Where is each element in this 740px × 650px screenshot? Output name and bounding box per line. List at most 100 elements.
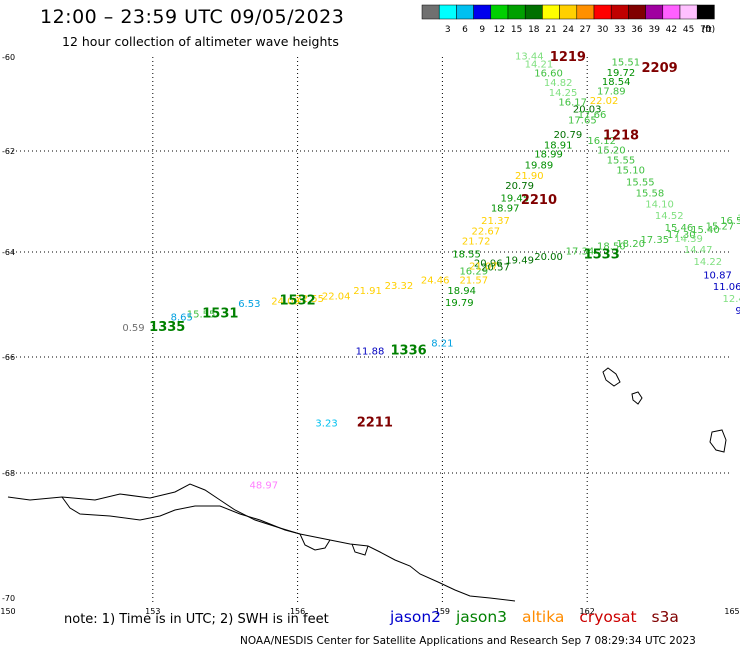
wave-height-label: 18.97 xyxy=(491,204,520,215)
coastline-bay xyxy=(351,543,369,556)
track-time-label: 1531 xyxy=(202,307,238,322)
track-time-label: 1218 xyxy=(603,128,639,143)
wave-height-label: 15.58 xyxy=(636,188,665,199)
island-outline xyxy=(709,429,727,453)
wave-height-label: 16.59 xyxy=(720,216,740,227)
colorbar-tick-label: 24 xyxy=(562,25,574,35)
wave-height-label: 14.47 xyxy=(684,245,713,256)
wave-height-label: 14.52 xyxy=(655,211,684,222)
track-time-label: 2211 xyxy=(357,416,393,431)
wave-height-label: 15.55 xyxy=(187,310,216,321)
wave-height-label: 21.91 xyxy=(353,286,382,297)
lat-tick-label: -66 xyxy=(2,353,15,362)
wave-height-label: 17.66 xyxy=(578,110,607,121)
wave-height-label: 24.09 xyxy=(271,297,300,308)
wave-height-label: 16.17 xyxy=(558,97,587,108)
wave-height-label: 21.57 xyxy=(459,276,488,287)
wave-height-label: 0.59 xyxy=(122,323,144,334)
wave-height-label: 17.30 xyxy=(667,230,696,241)
lat-tick-label: -62 xyxy=(2,147,15,156)
wave-height-label: 6.53 xyxy=(238,299,260,310)
colorbar-tick-label: 3 xyxy=(445,25,451,35)
lat-tick-label: -70 xyxy=(2,594,15,603)
wave-height-label: 12.40 xyxy=(723,294,740,305)
colorbar-swatch xyxy=(696,4,715,20)
legend-altika: altika xyxy=(522,608,565,626)
page-title: 12:00 – 23:59 UTC 09/05/2023 xyxy=(40,6,345,28)
wave-height-label: 15.10 xyxy=(616,166,645,177)
wave-height-label: 14.25 xyxy=(549,88,578,99)
lon-tick-label: 159 xyxy=(435,607,450,616)
colorbar-tick-label: 30 xyxy=(597,25,609,35)
axis-tick-labels: -60 -62 -64 -66 -68 -70 150 153 156 159 162 165 xyxy=(0,53,739,616)
colorbar-tick-label: 33 xyxy=(614,25,625,35)
colorbar-tick-label: 9 xyxy=(479,25,485,35)
lat-tick-label: -60 xyxy=(2,53,15,62)
wave-height-label: 13.44 xyxy=(515,51,544,62)
wave-height-label: 10.87 xyxy=(703,270,732,281)
track-time-label: 2209 xyxy=(642,61,678,76)
colorbar-tick-label: 12 xyxy=(494,25,505,35)
wave-height-label: 16.12 xyxy=(587,136,616,147)
wave-height-label: 19.45 xyxy=(500,194,529,205)
wave-height-label: 15.40 xyxy=(691,225,720,236)
wave-height-label: 18.91 xyxy=(544,141,573,152)
colorbar-tick-label: 39 xyxy=(648,25,660,35)
wave-height-label: 22.04 xyxy=(322,291,351,302)
island-outline xyxy=(631,391,643,405)
legend-s3a: s3a xyxy=(651,608,679,626)
wave-height-label: 17.34 xyxy=(566,247,595,258)
legend-cryosat: cryosat xyxy=(579,608,637,626)
coastline-bay xyxy=(299,533,331,551)
colorbar-unit-label: (ft) xyxy=(702,25,716,35)
lon-tick-label: 156 xyxy=(290,607,305,616)
wave-height-label: 9.84 xyxy=(735,306,740,317)
wave-height-label: 15.55 xyxy=(607,156,636,167)
wave-height-label: 14.21 xyxy=(525,59,554,70)
color-scale-bar: 3 6 9 12 15 18 21 24 27 30 33 36 39 42 45 70(ft) xyxy=(421,4,716,35)
track-time-label: 1219 xyxy=(550,50,586,65)
lat-tick-label: -68 xyxy=(2,469,15,478)
colorbar-tick-label: 18 xyxy=(528,25,540,35)
lon-tick-label: 162 xyxy=(580,607,595,616)
wave-height-label: 19.79 xyxy=(445,298,474,309)
wave-height-label: 22.67 xyxy=(472,226,501,237)
wave-height-label: 17.65 xyxy=(568,116,597,127)
island-outline xyxy=(602,367,621,387)
wave-height-label: 18.50 xyxy=(597,241,626,252)
colorbar-tick-label: 42 xyxy=(666,25,677,35)
wave-height-label: 14.10 xyxy=(645,200,674,211)
colorbar-tick-label: 36 xyxy=(631,25,643,35)
wave-height-label: 14.25 xyxy=(737,214,740,225)
wave-height-label: 14.22 xyxy=(694,257,723,268)
wave-height-label: 15.51 xyxy=(611,57,640,68)
colorbar-tick-label: 6 xyxy=(462,25,468,35)
lat-lon-grid xyxy=(8,57,732,602)
wave-height-label: 15.46 xyxy=(665,223,694,234)
track-time-label: 2210 xyxy=(521,193,557,208)
wave-height-label: 20.79 xyxy=(554,130,583,141)
wave-height-label: 15.27 xyxy=(706,221,735,232)
wave-height-label: 20.00 xyxy=(534,252,563,263)
colorbar-tick-label: 15 xyxy=(511,25,522,35)
colorbar-tick-label: 21 xyxy=(545,25,556,35)
wave-height-label: 16.60 xyxy=(534,69,563,80)
wave-height-label: 8.65 xyxy=(171,312,193,323)
wave-height-label: 11.88 xyxy=(356,346,385,357)
wave-height-label: 17.89 xyxy=(597,87,626,98)
wave-height-label: 18.54 xyxy=(602,77,631,88)
wave-height-label: 21.07 xyxy=(469,261,498,272)
track-time-label: 1335 xyxy=(149,320,185,335)
wave-height-label: 20.96 xyxy=(474,259,503,270)
wave-height-label: 20.03 xyxy=(573,104,602,115)
coastline-inlet xyxy=(61,496,301,535)
wave-height-label: 21.90 xyxy=(515,171,544,182)
wave-height-label: 22.02 xyxy=(590,96,619,107)
wave-height-label: 8.21 xyxy=(431,339,453,350)
track-time-label: 1532 xyxy=(280,294,316,309)
wave-height-label: 18.20 xyxy=(616,239,645,250)
wave-height-label: 18.94 xyxy=(447,286,476,297)
wave-height-label: 14.82 xyxy=(544,78,573,89)
wave-height-label: 21.72 xyxy=(462,236,491,247)
